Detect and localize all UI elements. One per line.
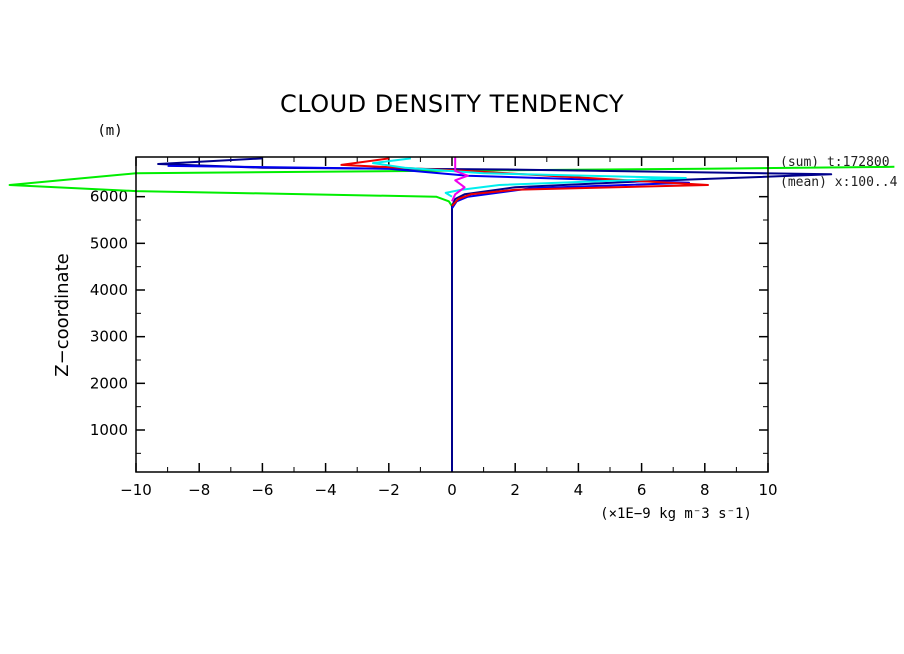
- series-line-4: [372, 157, 687, 198]
- y-tick-label: 3000: [90, 328, 128, 346]
- y-axis-label: Z−coordinate: [52, 253, 73, 376]
- x-tick-label: 4: [574, 481, 584, 499]
- x-tick-label: 10: [758, 481, 777, 499]
- y-unit-label: (m): [97, 123, 122, 139]
- x-tick-label: 0: [447, 481, 457, 499]
- series-line-3: [340, 157, 709, 207]
- x-tick-label: 2: [510, 481, 520, 499]
- y-tick-label: 2000: [90, 374, 128, 392]
- series-layer: [8, 157, 895, 472]
- plot-frame: [135, 156, 769, 473]
- x-tick-label: 8: [700, 481, 710, 499]
- x-tick-label: −2: [378, 481, 400, 499]
- axes: −10 −8 −6 −4 −2 0 2 4 6 8 10 1000 2000 3000 4000 5000 60…: [90, 157, 778, 499]
- y-tick-label: 4000: [90, 281, 128, 299]
- y-tick-label: 1000: [90, 421, 128, 439]
- x-tick-label: −6: [251, 481, 273, 499]
- x-tick-label: −10: [120, 481, 152, 499]
- series-line-2: [167, 164, 690, 209]
- y-tick-label: 6000: [90, 188, 128, 206]
- note-mean: (mean) x:100..4: [780, 175, 898, 190]
- x-tick-label: −8: [188, 481, 210, 499]
- y-tick-label: 5000: [90, 234, 128, 252]
- chart-title: CLOUD DENSITY TENDENCY: [280, 90, 624, 118]
- x-axis-label: (×1E−9 kg m⁻3 s⁻1): [600, 506, 752, 522]
- series-line-5: [451, 157, 469, 202]
- x-tick-label: −4: [315, 481, 337, 499]
- series-line-1: [157, 157, 833, 472]
- x-tick-label: 6: [637, 481, 647, 499]
